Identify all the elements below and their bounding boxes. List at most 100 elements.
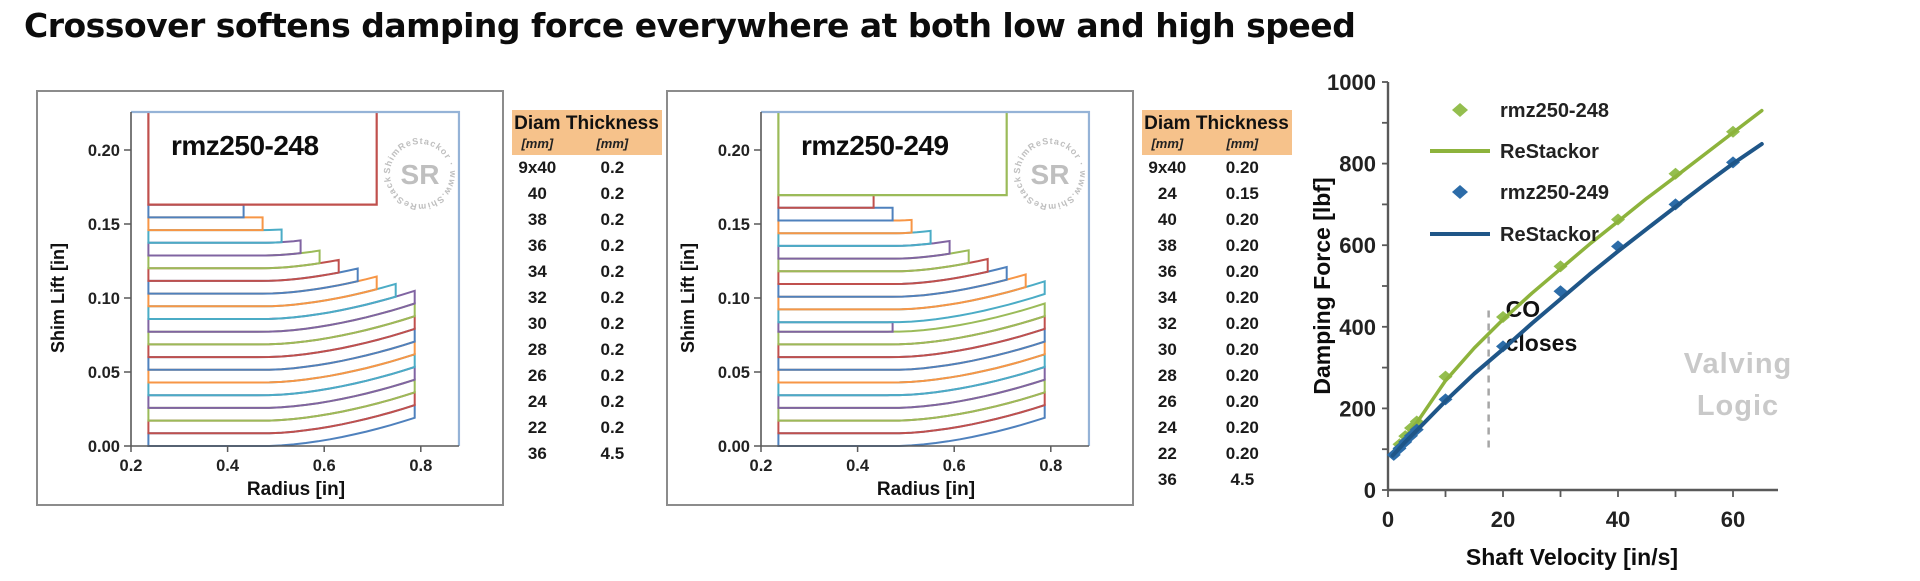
svg-text:0.4: 0.4: [216, 457, 240, 475]
thickness-cell: 0.20: [1225, 444, 1259, 463]
shim-outline: [147, 314, 416, 359]
shim-stack-canvas-248: 0.00 0.05 0.10 0.15 0.20 0.2 0.4 0.6 0.8 Radius […: [33, 84, 461, 500]
svg-text:800: 800: [1339, 152, 1376, 177]
svg-text:0.10: 0.10: [718, 290, 750, 308]
diam-cell: 32: [527, 288, 547, 307]
thickness-cell: 0.20: [1225, 288, 1259, 307]
table-row: 36 0.2: [512, 233, 662, 259]
thickness-header: Thickness: [1195, 113, 1289, 134]
shim-outline: [147, 403, 416, 447]
diam-cell: 26: [1157, 392, 1177, 411]
thickness-cell: 0.20: [1225, 392, 1259, 411]
shim-outline: [147, 282, 397, 320]
table-row: 9x40 0.2: [512, 155, 662, 181]
series-ReStackor-line: [1390, 142, 1764, 458]
shim-outline: [147, 258, 340, 282]
clamp-shim: [777, 111, 1008, 197]
svg-text:0.00: 0.00: [88, 438, 120, 456]
shim-outline: [777, 378, 1046, 422]
diam-cell: 36: [527, 236, 547, 255]
thickness-cell: 0.20: [1225, 236, 1259, 255]
shim-outline: [147, 340, 416, 384]
table-row: 38 0.20: [1142, 233, 1292, 259]
shim-stack-plot-249: 0.00 0.05 0.10 0.15 0.20 0.2 0.4 0.6 0.8 Radius […: [663, 84, 1134, 506]
shim-stack-canvas-249: 0.00 0.05 0.10 0.15 0.20 0.2 0.4 0.6 0.8 Radius […: [663, 84, 1091, 500]
table-row: 34 0.20: [1142, 285, 1292, 311]
shim-outline: [777, 273, 1027, 311]
table-row: 22 0.2: [512, 415, 662, 441]
thickness-units: [mm]: [596, 136, 629, 151]
shim-outline: [147, 352, 416, 397]
shim-outline: [777, 249, 970, 273]
diam-cell: 24: [1157, 184, 1177, 203]
legend-label: rmz250-248: [1500, 100, 1609, 122]
svg-text:SR: SR: [1031, 159, 1070, 190]
thickness-cell: 0.20: [1225, 210, 1259, 229]
diam-header: Diam: [514, 113, 561, 134]
thickness-header: Thickness: [565, 113, 659, 134]
thickness-cell: 0.2: [600, 366, 625, 385]
thickness-units: [mm]: [1226, 136, 1259, 151]
shim-outline: [147, 365, 416, 409]
diam-cell: 24: [527, 392, 547, 411]
legend-label: ReStackor: [1500, 224, 1599, 246]
svg-text:0.20: 0.20: [88, 142, 120, 160]
plot-root: 0.00 0.05 0.10 0.15 0.20 0.2 0.4 0.6 0.8 Radius […: [33, 84, 461, 500]
svg-text:0.00: 0.00: [718, 438, 750, 456]
diam-units: [mm]: [1151, 136, 1184, 151]
shim-stack: [147, 111, 416, 447]
svg-text:0: 0: [1364, 478, 1376, 503]
thickness-cell: 0.20: [1225, 314, 1259, 333]
shim-outline: [777, 391, 1046, 435]
diam-cell: 40: [1157, 210, 1177, 229]
svg-text:400: 400: [1339, 315, 1376, 340]
shim-outline: [777, 403, 1046, 447]
diam-cell: 22: [527, 418, 547, 437]
diam-cell: 28: [527, 340, 547, 359]
shim-outline: [777, 327, 1046, 371]
thickness-cell: 0.2: [600, 236, 625, 255]
shim-outline: [777, 206, 894, 222]
plot-axes: 0.00 0.05 0.10 0.15 0.20 0.2 0.4 0.6 0.8 Radius […: [678, 111, 1089, 500]
table-row: 36 4.5: [512, 441, 662, 467]
valving-logic-watermark: Valving Logic: [1684, 348, 1793, 422]
y-axis-label: Shim Lift [in]: [678, 243, 698, 353]
shim-stack: [777, 111, 1046, 447]
thickness-cell: 0.15: [1225, 184, 1259, 203]
svg-text:SR: SR: [401, 159, 440, 190]
x-axis-label: Radius [in]: [877, 479, 975, 500]
plot-root: 0.00 0.05 0.10 0.15 0.20 0.2 0.4 0.6 0.8 Radius […: [663, 84, 1091, 500]
diam-cell: 30: [1157, 340, 1177, 359]
table-row: 40 0.2: [512, 181, 662, 207]
svg-text:0.4: 0.4: [846, 457, 870, 475]
thickness-cell: 0.20: [1225, 262, 1259, 281]
svg-text:0.6: 0.6: [313, 457, 336, 475]
diam-cell: 34: [1157, 288, 1177, 307]
table-body: 9x40 0.2 40 0.2 38 0.2 36 0.2 34 0.2 32 0.2 30 0.2 28 0…: [512, 155, 662, 467]
data-point-marker: [1452, 185, 1468, 199]
legend-label: ReStackor: [1500, 141, 1599, 163]
diam-cell: 32: [1157, 314, 1177, 333]
thickness-cell: 0.2: [600, 340, 625, 359]
chart-root: 0 200 400 600 800 1000 0 20 40 60 Shaft Velocity […: [1309, 70, 1793, 570]
table-row: 40 0.20: [1142, 207, 1292, 233]
series-ReStackor-line: [1390, 108, 1764, 455]
shim-outline: [777, 340, 1046, 384]
diam-cell: 34: [527, 262, 547, 281]
svg-text:Logic: Logic: [1697, 390, 1779, 422]
thickness-cell: 0.2: [600, 184, 625, 203]
diam-cell: 40: [527, 184, 547, 203]
diam-cell: 24: [1157, 418, 1177, 437]
legend-label: rmz250-249: [1500, 182, 1609, 204]
damping-force-chart: 0 200 400 600 800 1000 0 20 40 60 Shaft Velocity […: [1308, 55, 1918, 581]
table-row: 28 0.20: [1142, 363, 1292, 389]
clamp-shim: [147, 111, 378, 206]
table-row: 38 0.2: [512, 207, 662, 233]
table-header-row: Diam Thickness: [1142, 110, 1292, 136]
svg-text:Valving: Valving: [1684, 348, 1793, 380]
table-row: 34 0.2: [512, 259, 662, 285]
thickness-cell: 0.2: [600, 210, 625, 229]
diam-cell: 36: [1157, 470, 1177, 489]
data-point-marker: [1553, 285, 1568, 298]
